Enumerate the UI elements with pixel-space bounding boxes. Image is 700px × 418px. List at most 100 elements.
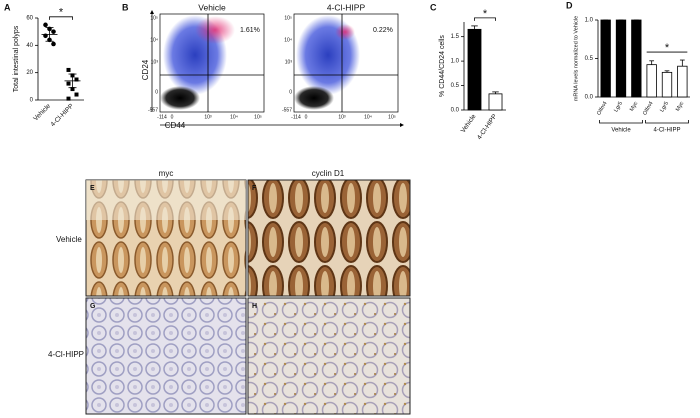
bar bbox=[646, 64, 657, 98]
y-tick-label: 1.0 bbox=[451, 59, 460, 65]
panel-label: B bbox=[122, 2, 129, 12]
group-label: Vehicle bbox=[611, 128, 631, 134]
y-tick-label: 0 bbox=[30, 98, 34, 104]
y-axis-label: Total intestinal polyps bbox=[13, 25, 20, 92]
x-tick-label: -114 bbox=[157, 114, 167, 120]
group-bracket bbox=[645, 120, 689, 124]
x-tick-label: Lgr5 bbox=[613, 101, 624, 114]
data-point bbox=[43, 22, 48, 28]
flow-panel: B Vehicle 4-Cl-HIPP 1.61% 0.22% -114 0 10³… bbox=[122, 2, 404, 130]
y-tick-label: 0 bbox=[155, 89, 158, 95]
column-label: myc bbox=[159, 169, 174, 178]
micrograph bbox=[247, 297, 411, 415]
micrograph-lumen bbox=[86, 180, 246, 220]
x-tick-label: 0 bbox=[305, 114, 308, 120]
y-tick-label: 10⁴ bbox=[284, 37, 292, 43]
significance-star: * bbox=[59, 7, 64, 19]
panel-label: C bbox=[430, 2, 437, 12]
cell-cloud bbox=[160, 86, 200, 110]
x-tick-label: 4-Cl-HIPP bbox=[476, 113, 499, 141]
cell-cloud bbox=[195, 16, 235, 44]
gate-percent: 0.22% bbox=[373, 27, 393, 34]
micrograph bbox=[85, 297, 247, 415]
y-axis-label: mRNA levels normalized to Vehicle bbox=[573, 16, 579, 101]
data-point bbox=[74, 77, 79, 82]
data-point bbox=[51, 29, 56, 34]
x-tick-label: Olfm4 bbox=[642, 101, 655, 117]
panel-label: G bbox=[90, 303, 96, 310]
bar bbox=[615, 19, 627, 98]
data-point bbox=[66, 81, 71, 86]
arrow-head bbox=[400, 123, 404, 127]
flow-plot: 0.22% bbox=[293, 13, 399, 113]
micrograph bbox=[247, 179, 411, 297]
data-point bbox=[66, 96, 71, 101]
panel-label: D bbox=[566, 0, 573, 10]
x-tick-label: Myc bbox=[675, 101, 685, 113]
x-tick-label: 10⁴ bbox=[230, 114, 238, 120]
cell-cloud bbox=[294, 86, 334, 110]
group-bracket bbox=[599, 120, 643, 124]
y-tick-label: 0.5 bbox=[451, 83, 460, 89]
significance-star: * bbox=[483, 8, 488, 20]
panel-label: H bbox=[252, 303, 257, 310]
x-tick-label: 10⁵ bbox=[254, 114, 262, 120]
x-tick-label: Myc bbox=[629, 101, 639, 113]
y-tick-label: 10⁴ bbox=[150, 37, 158, 43]
column-label: cyclin D1 bbox=[312, 169, 345, 178]
y-tick-label: 1.5 bbox=[451, 34, 460, 40]
plot-title: 4-Cl-HIPP bbox=[327, 2, 366, 12]
x-tick-label: 10⁴ bbox=[364, 114, 372, 120]
panel-label: F bbox=[252, 185, 257, 192]
bar bbox=[631, 19, 642, 98]
bar bbox=[467, 28, 482, 111]
significance-star: * bbox=[665, 42, 670, 54]
group-label: 4-Cl-HIPP bbox=[653, 128, 680, 134]
y-tick-label: 10³ bbox=[285, 59, 293, 65]
bar bbox=[677, 65, 688, 98]
y-axis-label: % CD44/CD24 cells bbox=[439, 35, 446, 97]
y-tick-label: 40 bbox=[26, 43, 33, 49]
y-tick-label: 10³ bbox=[151, 59, 159, 65]
y-tick-label: 20 bbox=[26, 70, 33, 76]
panel-label: A bbox=[4, 2, 11, 12]
x-tick-label: Olfm4 bbox=[596, 101, 609, 117]
arrow-head bbox=[150, 10, 154, 14]
gate-percent: 1.61% bbox=[240, 27, 260, 34]
histology: myc cyclin D1 Vehicle 4-Cl-HIPP E F G H bbox=[48, 169, 411, 415]
x-tick-label: -114 bbox=[291, 114, 301, 120]
data-point bbox=[66, 67, 71, 72]
axis-label: CD44 bbox=[165, 121, 186, 130]
x-tick-label: Lgr5 bbox=[659, 101, 670, 114]
x-tick-label: Vehicle bbox=[32, 102, 52, 122]
flow-plot: 1.61% bbox=[159, 13, 265, 113]
y-tick-label: 0 bbox=[289, 89, 292, 95]
significance-bracket bbox=[49, 16, 73, 20]
significance-bracket bbox=[474, 17, 496, 21]
y-tick-label: -557 bbox=[148, 107, 158, 113]
y-tick-label: 10⁵ bbox=[284, 15, 292, 21]
row-label: Vehicle bbox=[56, 235, 82, 244]
data-point bbox=[51, 41, 56, 47]
cell-cloud bbox=[335, 24, 355, 40]
plot-title: Vehicle bbox=[198, 2, 226, 12]
x-tick-label: 10³ bbox=[204, 114, 212, 120]
row-label: 4-Cl-HIPP bbox=[48, 350, 84, 359]
bar bbox=[661, 71, 673, 98]
bar bbox=[600, 19, 611, 98]
y-tick-label: 10⁵ bbox=[150, 15, 158, 21]
y-tick-label: 1.0 bbox=[585, 18, 594, 24]
y-tick-label: 0.5 bbox=[585, 56, 594, 62]
y-tick-label: 0.0 bbox=[585, 95, 594, 101]
x-tick-label: 4-Cl-HIPP bbox=[49, 103, 75, 129]
data-point bbox=[70, 87, 75, 92]
data-point bbox=[74, 92, 79, 97]
x-tick-label: 10³ bbox=[338, 114, 346, 120]
axis-label: CD24 bbox=[141, 59, 150, 80]
panel-label: E bbox=[90, 185, 95, 192]
y-tick-label: 0.0 bbox=[451, 108, 460, 114]
y-tick-label: 60 bbox=[26, 16, 33, 22]
x-tick-label: 0 bbox=[171, 114, 174, 120]
